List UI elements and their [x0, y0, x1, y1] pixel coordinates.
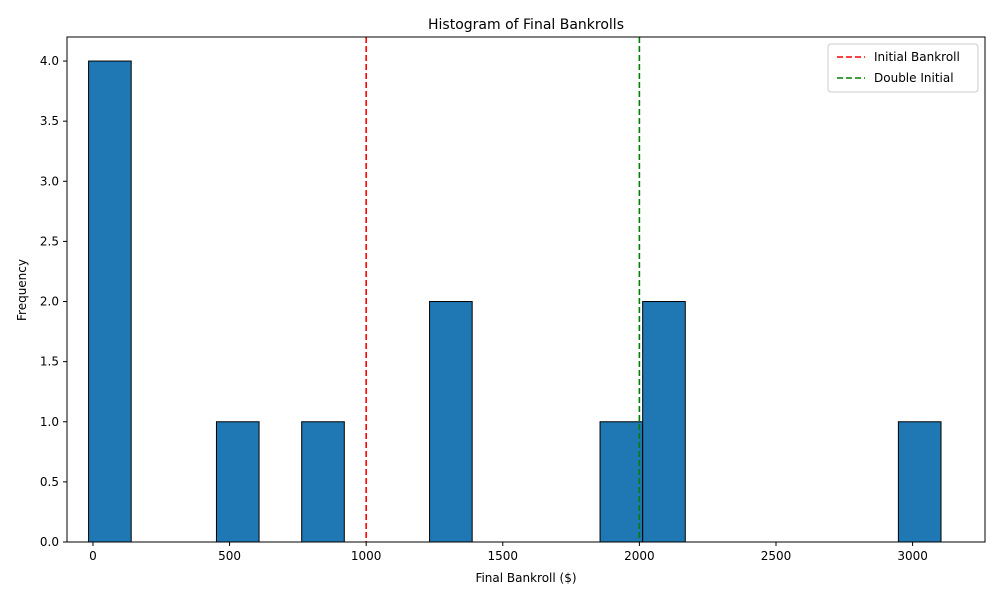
x-tick-label: 500 [218, 549, 241, 563]
histogram-bar [88, 60, 132, 543]
histogram-bar [642, 301, 686, 543]
x-tick-label: 2000 [624, 549, 655, 563]
reference-lines-layer [365, 37, 641, 542]
y-tick-label: 1.0 [40, 415, 59, 429]
x-tick-label: 1500 [488, 549, 519, 563]
y-axis-label: Frequency [15, 259, 29, 321]
histogram-bar [429, 301, 473, 543]
histogram-bar [599, 421, 644, 543]
x-tick-label: 3000 [897, 549, 928, 563]
y-tick-label: 0.5 [40, 475, 59, 489]
axes-layer: 0 500 1000 1500 2000 2500 3000 0.0 0.5 1.0 1.5 2.0 2… [40, 36, 986, 563]
y-tick-label: 3.0 [40, 174, 59, 188]
y-tick-label: 1.5 [40, 355, 59, 369]
x-axis-label: Final Bankroll ($) [475, 571, 576, 585]
plot-frame [66, 36, 986, 543]
y-tick-label: 2.5 [40, 234, 59, 248]
x-tick-label: 1000 [351, 549, 382, 563]
legend-label: Initial Bankroll [874, 50, 960, 64]
y-tick-label: 0.0 [40, 535, 59, 549]
chart-title: Histogram of Final Bankrolls [428, 17, 624, 33]
legend: Initial Bankroll Double Initial [827, 43, 979, 93]
legend-box [827, 43, 979, 93]
bars-layer [88, 60, 942, 543]
histogram-bar [215, 421, 260, 543]
y-tick-label: 3.5 [40, 114, 59, 128]
x-tick-label: 0 [89, 549, 97, 563]
histogram-bar [301, 421, 345, 543]
y-tick-label: 4.0 [40, 54, 59, 68]
x-tick-label: 2500 [761, 549, 792, 563]
histogram-bar [897, 421, 942, 543]
legend-label: Double Initial [874, 71, 954, 85]
y-tick-label: 2.0 [40, 295, 59, 309]
